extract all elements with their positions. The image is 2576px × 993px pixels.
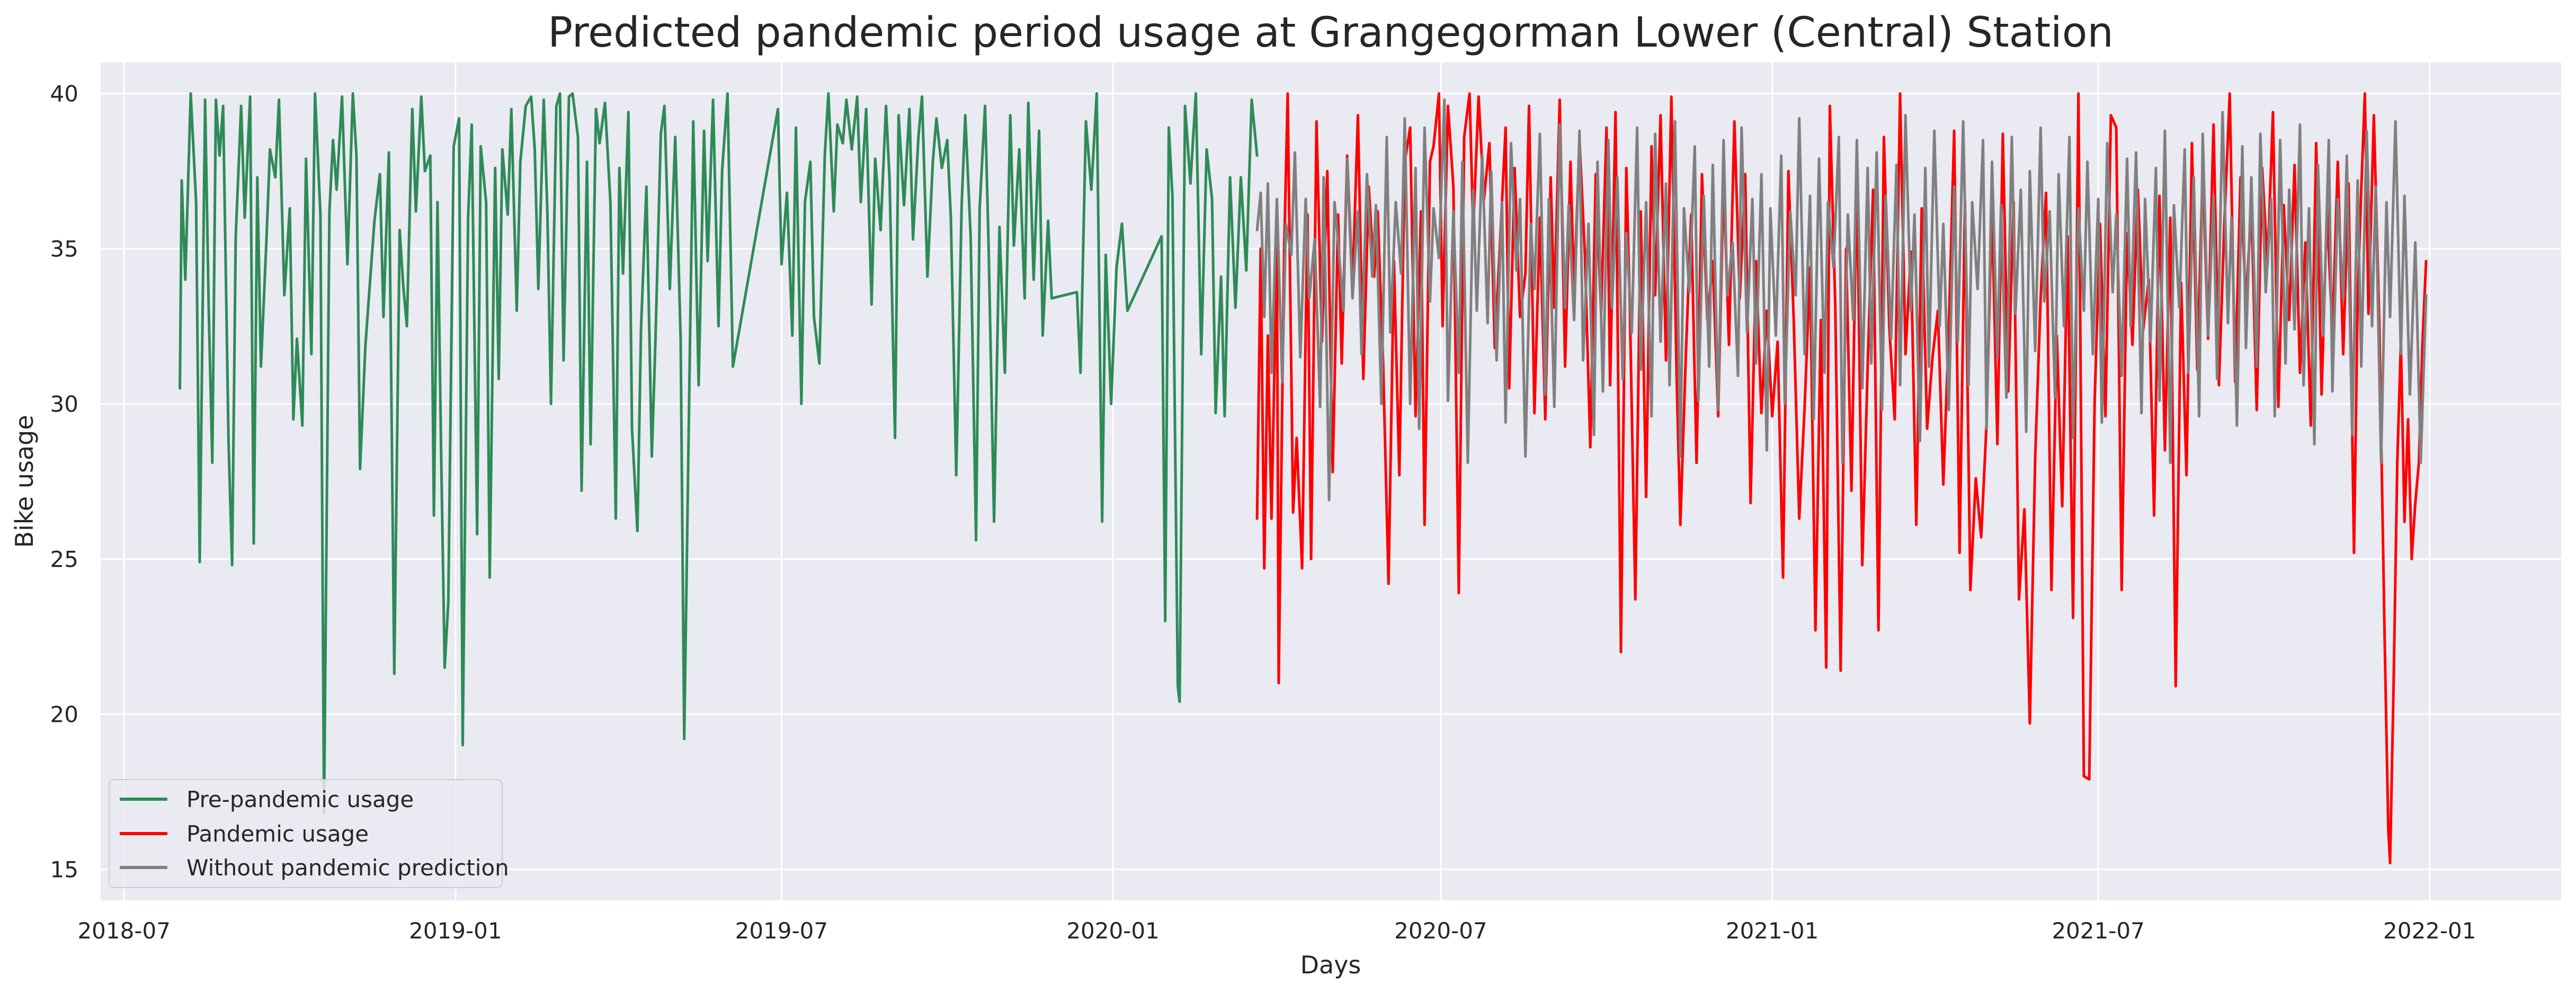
legend-label-pandemic: Pandemic usage xyxy=(186,821,369,847)
x-tick-label: 2021-07 xyxy=(2052,918,2145,944)
x-tick-label: 2020-07 xyxy=(1394,918,1487,944)
x-tick-label: 2021-01 xyxy=(1726,918,1819,944)
axis-ticks: 2018-07 2019-01 2019-07 2020-01 2020-07 2021-… xyxy=(50,81,2476,944)
legend-box xyxy=(109,779,503,888)
x-tick-label: 2018-07 xyxy=(77,918,171,944)
y-tick-label: 15 xyxy=(50,856,78,882)
chart-title: Predicted pandemic period usage at Grang… xyxy=(548,9,2114,57)
y-tick-label: 35 xyxy=(50,236,78,262)
y-tick-label: 20 xyxy=(50,701,78,727)
y-tick-label: 30 xyxy=(50,391,78,417)
legend-label-prediction: Without pandemic prediction xyxy=(186,855,509,881)
series-line-pre-pandemic-usage xyxy=(179,92,1259,815)
plot-area xyxy=(101,62,2561,900)
x-tick-label: 2022-01 xyxy=(2383,918,2476,944)
x-tick-label: 2020-01 xyxy=(1066,918,1160,944)
x-tick-label: 2019-07 xyxy=(735,918,828,944)
x-tick-label: 2019-01 xyxy=(409,918,502,944)
x-axis-label: Days xyxy=(1300,951,1361,979)
y-tick-label: 25 xyxy=(50,546,78,572)
series-layer xyxy=(179,92,2428,865)
legend-label-pre-pandemic: Pre-pandemic usage xyxy=(186,786,414,812)
y-axis-label: Bike usage xyxy=(10,415,39,548)
y-tick-label: 40 xyxy=(50,81,78,107)
series-line-without-pandemic-prediction xyxy=(1255,98,2428,502)
legend: Pre-pandemic usage Pandemic usage Withou… xyxy=(109,779,509,888)
